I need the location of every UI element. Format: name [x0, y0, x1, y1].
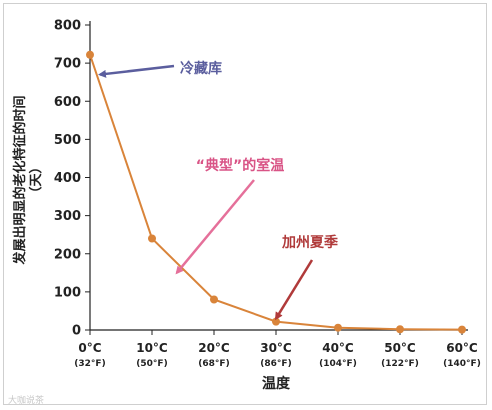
annotation-arrow	[98, 64, 175, 78]
y-tick-label: 500	[54, 133, 81, 148]
y-tick-label: 700	[54, 57, 81, 72]
data-point	[396, 325, 404, 334]
data-point	[458, 325, 466, 334]
annotation-label: 加州夏季	[281, 234, 338, 251]
x-tick-label: 30°C	[260, 341, 292, 355]
y-axis-label-line2: （天）	[28, 160, 44, 199]
y-tick-label: 800	[54, 19, 81, 34]
x-tick-label: 0°C	[78, 341, 101, 355]
series-points	[86, 50, 466, 334]
y-tick-label: 600	[54, 95, 81, 110]
data-point	[334, 323, 342, 332]
y-tick-label: 100	[54, 285, 81, 300]
x-tick-sublabel: (68°F)	[198, 359, 229, 369]
y-axis-ticks: 0 100 200 300 400 500 600 700 800	[54, 19, 90, 339]
y-axis-label-line1: 发展出明显的老化特征的时间	[12, 95, 28, 265]
annotation-arrow	[274, 259, 314, 321]
chart-frame	[3, 3, 487, 405]
x-axis-label: 温度	[262, 375, 291, 392]
data-point	[86, 50, 94, 59]
x-tick-label: 20°C	[198, 341, 230, 355]
y-tick-label: 0	[72, 324, 81, 339]
annotation-arrow	[175, 179, 255, 275]
y-tick-label: 300	[54, 209, 81, 224]
x-tick-sublabel: (32°F)	[74, 359, 105, 369]
series-line	[89, 54, 463, 331]
x-tick-label: 50°C	[384, 341, 416, 355]
x-tick-label: 60°C	[446, 341, 478, 355]
y-tick-label: 200	[54, 247, 81, 262]
x-tick-sublabel: (86°F)	[260, 359, 291, 369]
x-tick-label: 40°C	[322, 341, 354, 355]
x-tick-sublabel: (122°F)	[381, 359, 419, 369]
x-tick-label: 10°C	[136, 341, 168, 355]
watermark: 大咖说茶	[8, 396, 45, 406]
data-point	[148, 234, 156, 243]
annotation-label: 冷藏库	[180, 60, 222, 77]
axes	[89, 21, 468, 331]
x-axis-ticks: 0°C (32°F) 10°C (50°F) 20°C (68°F) 30°C (86°F) 4…	[74, 330, 481, 369]
data-point	[210, 295, 218, 304]
annotation-label: “典型”的室温	[196, 157, 284, 174]
x-tick-sublabel: (50°F)	[136, 359, 167, 369]
x-tick-sublabel: (140°F)	[443, 359, 481, 369]
data-point	[272, 317, 280, 326]
x-tick-sublabel: (104°F)	[319, 359, 357, 369]
series-path	[89, 54, 463, 331]
y-tick-label: 400	[54, 171, 81, 186]
